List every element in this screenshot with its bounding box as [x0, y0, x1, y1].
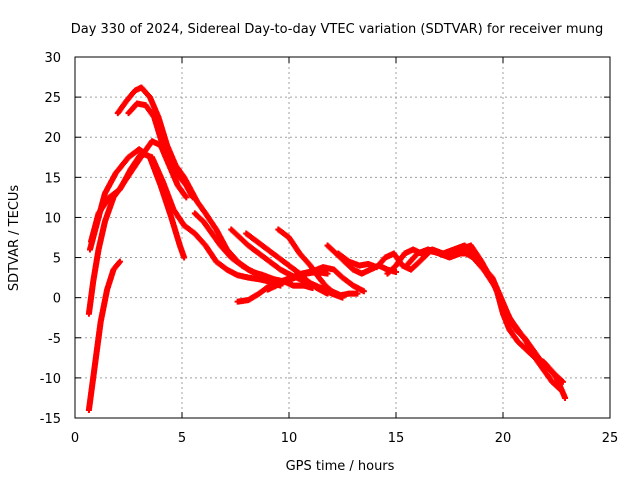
data-point: [324, 270, 331, 277]
y-tick-label: 0: [53, 292, 61, 307]
data-points: [85, 84, 569, 413]
y-tick-label: 20: [44, 131, 61, 146]
y-tick-label: -5: [48, 332, 61, 347]
x-tick-label: 0: [71, 431, 79, 446]
y-tick-label: 10: [44, 211, 61, 226]
axis-ticks: 0 5 10 15 20 25 -15 -10 -5 0 5 10 15 20 25 30: [40, 51, 619, 446]
series-arc-p: [446, 250, 564, 393]
y-tick-label: 25: [44, 91, 61, 106]
y-axis-label: SDTVAR / TECUs: [7, 185, 22, 292]
y-tick-label: 30: [44, 51, 61, 66]
chart-title: Day 330 of 2024, Sidereal Day-to-day VTE…: [71, 22, 604, 37]
x-tick-label: 20: [495, 431, 512, 446]
data-point: [393, 268, 399, 275]
series-arc-g: [191, 210, 316, 292]
series-arc-e: [114, 84, 260, 277]
y-tick-label: 5: [53, 252, 61, 267]
x-tick-label: 15: [388, 431, 405, 446]
x-axis-label: GPS time / hours: [286, 459, 395, 474]
series-arc-f: [125, 100, 196, 201]
x-tick-label: 5: [178, 431, 186, 446]
x-tick-label: 10: [281, 431, 298, 446]
data-point: [360, 288, 367, 295]
data-point: [189, 194, 196, 201]
data-point: [324, 290, 331, 297]
y-tick-label: 15: [44, 171, 61, 186]
y-tick-label: -15: [40, 412, 61, 427]
series-arc-q: [264, 268, 331, 293]
data-point: [557, 386, 564, 393]
plot-frame: [74, 56, 611, 419]
x-tick-label: 25: [602, 431, 619, 446]
series-arc-d: [88, 150, 284, 289]
data-point: [116, 258, 123, 265]
series-arc-a: [85, 258, 123, 413]
series-arc-k: [275, 226, 361, 299]
data-point: [183, 194, 190, 201]
data-point: [354, 290, 361, 297]
data-point: [181, 254, 188, 261]
y-tick-label: -10: [40, 372, 61, 387]
data-point: [562, 394, 569, 401]
